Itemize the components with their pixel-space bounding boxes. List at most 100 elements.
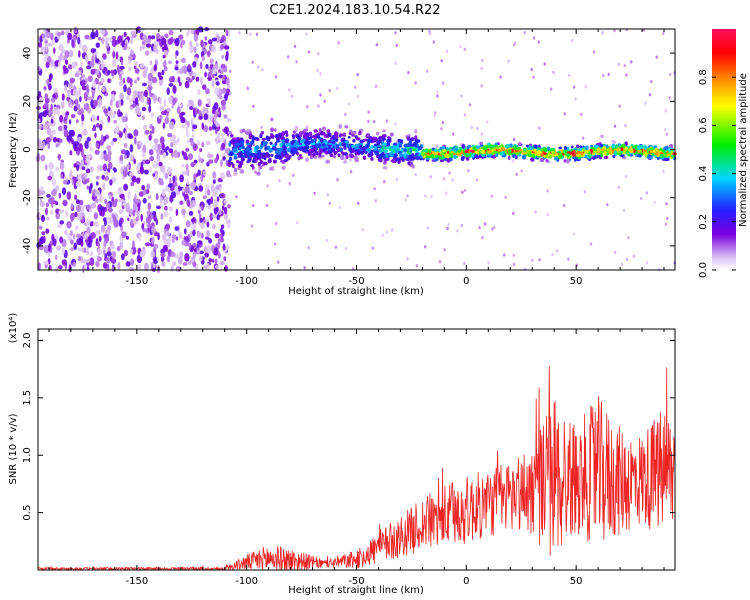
spectrogram-cell (162, 244, 168, 252)
spectrogram-cell (57, 61, 61, 68)
spectrogram-cell (40, 46, 46, 54)
spectrogram-cell (161, 188, 166, 197)
spectrogram-cell (129, 97, 133, 105)
spectrogram-cell (343, 160, 347, 164)
spectrogram-cell (121, 253, 125, 261)
spectrogram-cell (207, 75, 212, 81)
spectrogram-cell (66, 135, 72, 142)
spectrogram-cell (200, 204, 204, 210)
spectrogram-cell (170, 251, 176, 258)
spectrogram-cell (87, 242, 92, 248)
spectrogram-cell (51, 178, 57, 187)
spectrogram-cell (341, 151, 346, 156)
spectrogram-cell (361, 228, 364, 232)
spectrogram-cell (84, 34, 90, 40)
spectrogram-cell (394, 122, 397, 126)
spectrogram-cell (164, 66, 168, 72)
spectrogram-cell (227, 162, 232, 167)
spectrogram-cell (61, 93, 65, 101)
spectrogram-cell (81, 114, 85, 122)
spectrogram-cell (153, 243, 159, 250)
spectrogram-cell (475, 178, 479, 182)
spectrogram-cell (208, 154, 214, 158)
spectrogram-cell (166, 87, 170, 96)
spectrogram-cell (72, 261, 76, 267)
spectrogram-cell (178, 231, 182, 239)
spectrogram-cell (86, 226, 91, 234)
spectrogram-cell (69, 213, 75, 221)
spectrogram-cell (55, 166, 60, 172)
spectrogram-cell (205, 63, 209, 69)
spectrogram-cell (398, 143, 403, 148)
spectrogram-cell (168, 148, 174, 154)
spectrogram-cell (68, 129, 74, 137)
spectrogram-cell (159, 136, 165, 144)
spectrogram-cell (158, 76, 163, 80)
spectrogram-cell (119, 73, 122, 81)
spectrogram-cell (414, 81, 417, 85)
spectrogram-cell (395, 177, 399, 182)
spectrogram-cell (52, 106, 58, 115)
spectrogram-cell (104, 198, 107, 204)
spectrogram-cell (150, 250, 156, 259)
spectrogram-cell (161, 142, 165, 151)
spectrogram-cell (662, 31, 665, 36)
spectrogram-cell (206, 230, 210, 238)
spectrogram-cell (93, 212, 98, 220)
spectrogram-cell (161, 261, 166, 267)
spectrogram-cell (127, 46, 130, 51)
spectrogram-cell (220, 228, 223, 233)
spectrogram-cell (94, 149, 100, 155)
spectrogram-cell (95, 189, 101, 197)
spectrogram-cell (211, 109, 216, 114)
spectrogram-cell (246, 87, 249, 91)
spectrogram-cell (215, 127, 218, 135)
spectrogram-cell (183, 151, 188, 160)
spectrogram-cell (572, 85, 576, 89)
spectrogram-cell (483, 222, 487, 226)
spectrogram-cell (82, 265, 85, 274)
spectrogram-cell (166, 254, 171, 263)
spectrogram-cell (627, 236, 630, 240)
spectrogram-cell (127, 55, 133, 61)
spectrogram-cell (143, 124, 148, 130)
spectrogram-cell (117, 35, 123, 44)
spectrogram-cell (632, 254, 636, 258)
spectrogram-cell (401, 159, 405, 162)
spectrogram-cell (44, 93, 49, 100)
spectrogram-cell (191, 75, 195, 81)
spectrogram-cell (103, 108, 108, 114)
spectrogram-cell (459, 45, 462, 49)
spectrogram-cell (218, 107, 221, 113)
spectrogram-cell (138, 235, 142, 242)
spectrogram-cell (108, 106, 111, 112)
spectrogram-cell (152, 145, 157, 151)
spectrogram-cell (133, 65, 137, 70)
spectrogram-cell (445, 49, 449, 53)
spectrogram-cell (101, 57, 104, 66)
spectrogram-cell (67, 64, 73, 70)
spectrogram-cell (153, 138, 159, 144)
spectrogram-cell (523, 30, 526, 35)
spectrogram-cell (103, 240, 107, 248)
spectrogram-cell (142, 34, 148, 43)
spectrogram-cell (260, 125, 263, 129)
spectrogram-cell (600, 134, 603, 138)
spectrogram-cell (129, 78, 133, 84)
spectrogram-cell (146, 210, 151, 215)
spectrogram-cell (85, 218, 91, 227)
spectrogram-cell (82, 247, 87, 253)
spectrogram-cell (132, 202, 137, 211)
spectrogram-cell (168, 83, 174, 87)
spectrogram-cell (123, 84, 127, 93)
spectrogram-cell (292, 173, 295, 177)
spectrogram-cell (61, 101, 65, 109)
spectrogram-cell (160, 213, 164, 220)
spectrogram-cell (666, 157, 670, 161)
spectrogram-cell (208, 258, 213, 263)
spectrogram-cell (106, 70, 111, 75)
spectrogram-cell (292, 130, 296, 134)
spectrogram-cell (296, 221, 299, 225)
spectrogram-cell (182, 65, 188, 74)
spectrogram-cell (50, 103, 53, 110)
